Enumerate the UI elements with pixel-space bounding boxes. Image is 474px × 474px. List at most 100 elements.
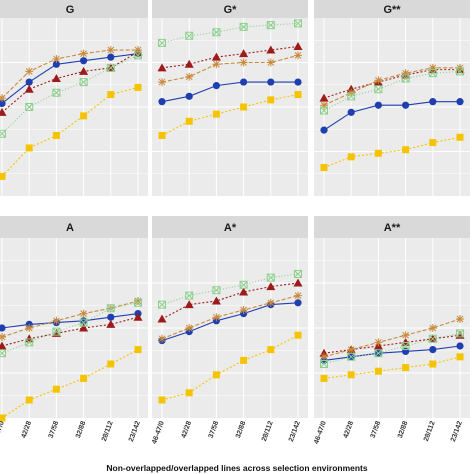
marker-yellow	[456, 133, 464, 141]
panel-A**: A**	[314, 216, 470, 418]
marker-yellow	[267, 96, 275, 104]
x-tick-label: 37/58	[48, 420, 61, 439]
marker-red	[157, 314, 167, 323]
series-line-orange	[161, 295, 299, 340]
panel-title: G	[66, 4, 75, 16]
marker-red	[211, 52, 221, 61]
marker-red	[51, 74, 61, 83]
series-line-green	[323, 70, 461, 112]
marker-orange	[239, 306, 248, 314]
marker-yellow	[158, 396, 166, 404]
marker-yellow	[185, 389, 193, 397]
marker-blue	[185, 92, 193, 100]
x-axis-title: Non-overlapped/overlapped lines across s…	[106, 463, 367, 473]
series-line-green	[161, 22, 299, 44]
series-line-red	[1, 316, 139, 347]
marker-yellow	[429, 139, 437, 147]
marker-blue	[294, 299, 302, 307]
marker-yellow	[107, 91, 115, 99]
marker-green	[401, 74, 410, 83]
marker-orange	[212, 313, 221, 322]
x-tick-label: 28/112	[101, 420, 115, 442]
marker-yellow	[374, 149, 382, 157]
series-line-blue	[1, 53, 139, 104]
marker-red	[79, 323, 89, 332]
marker-orange	[320, 101, 328, 110]
panel-strip	[314, 0, 470, 18]
marker-green	[212, 286, 221, 295]
marker-green	[0, 349, 6, 358]
marker-red	[266, 45, 276, 54]
marker-orange	[185, 72, 194, 81]
series-line-red	[1, 51, 139, 113]
marker-blue	[107, 53, 115, 61]
x-tick-label: 32/88	[397, 420, 410, 439]
panel-strip	[314, 216, 470, 238]
marker-red	[133, 312, 143, 321]
marker-orange	[52, 316, 61, 325]
marker-orange	[134, 46, 142, 55]
marker-green	[185, 291, 194, 300]
marker-yellow	[80, 112, 88, 120]
marker-blue	[25, 78, 33, 86]
x-tick-label: 37/58	[208, 420, 221, 439]
marker-yellow	[402, 146, 410, 154]
marker-orange	[25, 324, 34, 332]
x-tick-labels: 46-47/0 42/28 37/58 32/88 28/112 23/142 46-47/…	[0, 420, 464, 445]
marker-blue	[240, 78, 248, 86]
marker-red	[293, 278, 303, 287]
marker-orange	[294, 291, 302, 300]
marker-yellow	[0, 172, 6, 180]
marker-green	[347, 92, 356, 101]
series-line-red	[161, 282, 299, 320]
panel-G: G	[0, 0, 148, 196]
marker-orange	[158, 334, 166, 343]
marker-green	[320, 106, 328, 115]
marker-red	[0, 341, 7, 350]
x-tick-label: 37/58	[370, 420, 383, 439]
marker-blue	[212, 82, 220, 90]
marker-orange	[428, 63, 437, 72]
marker-green	[79, 78, 88, 87]
marker-green	[158, 300, 166, 309]
marker-blue	[267, 78, 275, 86]
marker-green	[239, 280, 248, 289]
marker-red	[293, 41, 303, 50]
marker-green	[347, 352, 356, 361]
x-tick-label: 23/142	[450, 420, 464, 443]
panel-title: G**	[383, 4, 401, 16]
marker-yellow	[52, 385, 60, 393]
marker-orange	[456, 315, 464, 323]
marker-red	[79, 66, 89, 75]
marker-orange	[212, 60, 221, 69]
marker-red	[319, 93, 329, 102]
marker-green	[106, 63, 115, 72]
x-tick-label: 42/28	[21, 420, 34, 439]
x-tick-label: 23/142	[288, 420, 302, 443]
marker-green	[374, 349, 383, 358]
marker-yellow	[267, 346, 275, 354]
marker-yellow	[212, 371, 220, 379]
marker-yellow	[107, 360, 115, 368]
marker-green	[52, 88, 61, 97]
marker-green	[25, 338, 34, 347]
marker-yellow	[240, 356, 248, 364]
panel-G*: G*	[152, 0, 308, 196]
series-line-yellow	[1, 86, 139, 177]
marker-yellow	[320, 164, 328, 172]
series-line-blue	[161, 81, 298, 103]
marker-orange	[266, 298, 275, 307]
x-tick-label: 42/28	[181, 420, 194, 439]
marker-yellow	[134, 83, 142, 91]
marker-blue	[374, 101, 382, 109]
marker-red	[184, 59, 194, 68]
marker-orange	[401, 69, 410, 78]
marker-green	[456, 329, 464, 338]
series-line-green	[323, 332, 461, 365]
panel-title: A*	[224, 222, 237, 234]
marker-orange	[428, 324, 437, 332]
marker-yellow	[185, 117, 193, 125]
x-tick-label: 28/112	[261, 420, 275, 442]
marker-green	[134, 298, 142, 307]
